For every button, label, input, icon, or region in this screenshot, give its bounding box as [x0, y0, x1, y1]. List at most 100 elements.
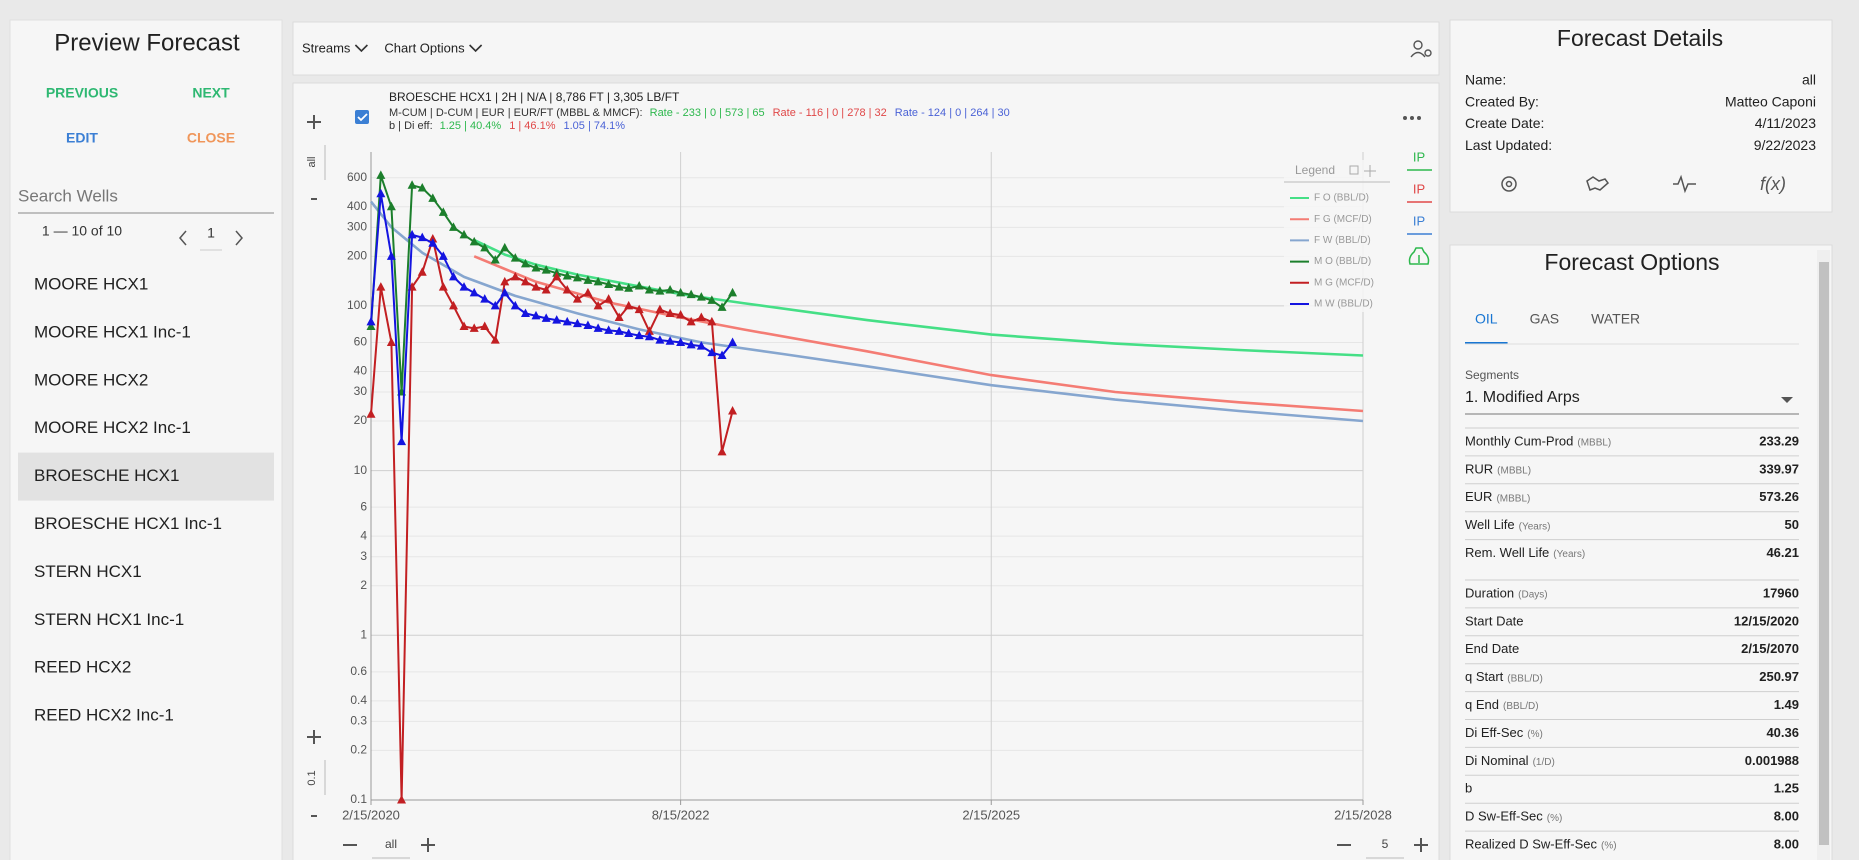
x-range-left[interactable]: all — [385, 837, 397, 851]
marker — [510, 253, 520, 262]
segment-select[interactable]: 1. Modified Arps — [1465, 389, 1580, 406]
checkbox[interactable] — [355, 110, 369, 124]
x-tick-label: 2/15/2028 — [1334, 807, 1392, 822]
marker — [665, 284, 675, 294]
marker — [634, 330, 644, 340]
marker — [520, 308, 530, 317]
option-value: 17960 — [1763, 585, 1799, 600]
y-range-top[interactable]: all — [306, 156, 318, 167]
option-label: End Date — [1465, 641, 1519, 656]
y-tick-label: 10 — [354, 463, 368, 477]
marker — [480, 321, 490, 330]
button[interactable]: CLOSE — [187, 130, 235, 146]
button[interactable]: NEXT — [192, 85, 230, 101]
detail-icons[interactable]: f(x) — [1501, 174, 1786, 194]
search-input[interactable]: Search Wells — [18, 186, 118, 205]
marker — [686, 339, 696, 349]
ip-button[interactable]: IP — [1413, 149, 1425, 164]
next-page[interactable] — [235, 230, 243, 246]
scrollbar-thumb[interactable] — [1819, 262, 1829, 845]
marker — [644, 331, 654, 341]
option-unit: (Years) — [1553, 549, 1585, 560]
well-item[interactable]: MOORE HCX1 Inc-1 — [34, 322, 191, 341]
marker — [480, 242, 490, 252]
option-label: Realized D Sw-Eff-Sec — [1465, 837, 1597, 852]
legend-entry: M G (MCF/D) — [1314, 277, 1374, 288]
ip-button[interactable]: IP — [1413, 213, 1425, 228]
option-unit: (MBBL) — [1497, 466, 1531, 477]
marker — [707, 295, 717, 304]
well-item[interactable]: REED HCX2 Inc-1 — [34, 706, 174, 725]
tab[interactable]: WATER — [1591, 311, 1640, 327]
y-tick-label: 400 — [347, 199, 367, 213]
x-range-right[interactable]: 5 — [1382, 837, 1389, 851]
y-tick-label: 3 — [360, 549, 367, 563]
button[interactable]: EDIT — [66, 130, 98, 146]
marker — [490, 335, 500, 344]
marker — [676, 287, 686, 297]
legend-icons[interactable] — [1349, 165, 1376, 177]
option-label: Di Nominal — [1465, 753, 1529, 768]
marker — [552, 271, 562, 281]
marker — [490, 300, 500, 310]
marker — [572, 318, 582, 328]
marker — [614, 312, 624, 322]
well-item[interactable]: MOORE HCX1 — [34, 274, 148, 293]
marker — [676, 337, 686, 346]
marker — [583, 275, 593, 284]
marker — [634, 281, 644, 290]
y-tick-label: 600 — [347, 170, 367, 184]
option-unit: (Days) — [1518, 590, 1547, 601]
x-tick-label: 2/15/2020 — [342, 807, 400, 822]
marker — [552, 315, 562, 324]
ip-button[interactable]: IP — [1413, 181, 1425, 196]
marker — [366, 321, 376, 330]
select-arrow[interactable] — [1781, 397, 1793, 403]
marker — [500, 287, 510, 297]
marker — [448, 271, 458, 281]
marker — [644, 284, 654, 294]
option-value: 1.25 — [1774, 781, 1799, 796]
option-label: Well Life — [1465, 517, 1515, 532]
well-item[interactable]: BROESCHE HCX1 Inc-1 — [34, 514, 222, 533]
option-label: D Sw-Eff-Sec — [1465, 809, 1543, 824]
well-item[interactable]: STERN HCX1 Inc-1 — [34, 610, 184, 629]
toolbar — [292, 21, 1440, 76]
menu[interactable]: Chart Options — [384, 40, 465, 55]
chevron — [469, 44, 483, 53]
user-settings-icon[interactable] — [1410, 40, 1432, 58]
details-card — [1449, 19, 1833, 213]
y-range-bottom[interactable]: 0.1 — [306, 770, 318, 785]
marker — [366, 316, 376, 326]
well-item[interactable]: STERN HCX1 — [34, 562, 142, 581]
option-value: 40.36 — [1766, 725, 1799, 740]
detail-value: 4/11/2023 — [1755, 115, 1816, 131]
menu[interactable]: Streams — [302, 40, 351, 55]
tab[interactable]: GAS — [1530, 311, 1560, 327]
option-label: q Start — [1465, 669, 1504, 684]
well-item[interactable]: MOORE HCX2 Inc-1 — [34, 418, 191, 437]
marker — [386, 201, 396, 211]
economics-icon[interactable] — [1408, 247, 1430, 265]
marker — [459, 282, 469, 291]
marker — [562, 270, 572, 280]
y-tick-label: 0.2 — [350, 743, 367, 757]
tab[interactable]: OIL — [1475, 311, 1498, 327]
button[interactable]: PREVIOUS — [46, 85, 118, 101]
marker — [655, 286, 665, 295]
option-unit: (MBBL) — [1496, 493, 1530, 504]
legend-title: Legend — [1295, 163, 1335, 177]
well-item[interactable]: REED HCX2 — [34, 658, 131, 677]
zoom-controls[interactable] — [307, 115, 1428, 852]
marker — [728, 287, 738, 297]
well-item[interactable]: BROESCHE HCX1 — [34, 466, 179, 485]
well-info: BROESCHE HCX1 | 2H | N/A | 8,786 FT | 3,… — [389, 90, 680, 104]
marker — [438, 282, 448, 291]
header-group: 1.05 | 74.1% — [563, 120, 625, 132]
marker — [386, 337, 396, 346]
well-item[interactable]: MOORE HCX2 — [34, 370, 148, 389]
more-menu[interactable] — [1403, 116, 1421, 120]
prev-page[interactable] — [179, 230, 187, 246]
detail-value: 9/22/2023 — [1754, 137, 1816, 153]
